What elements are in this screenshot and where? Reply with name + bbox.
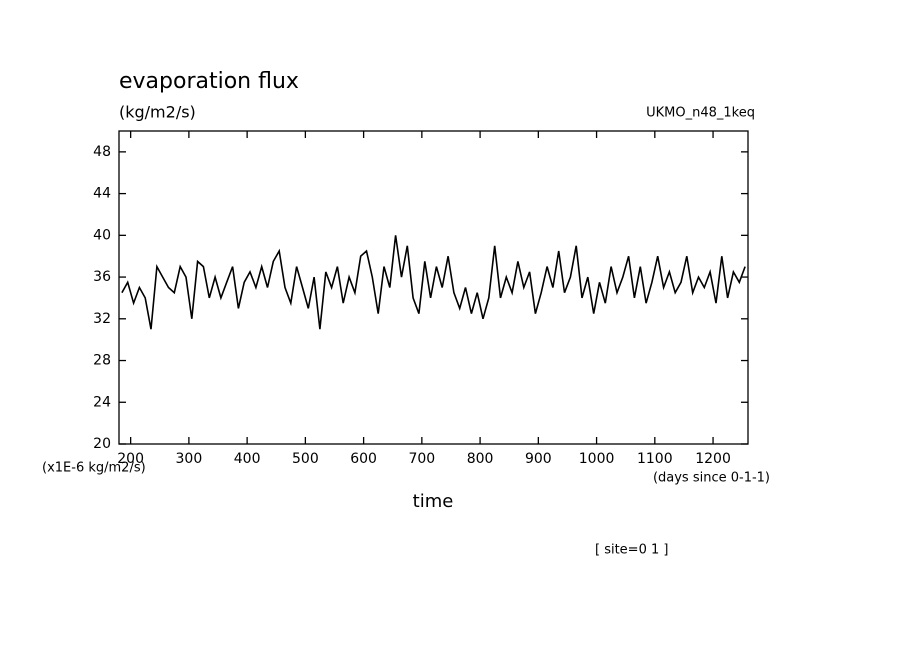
x-axis-label: time <box>413 491 454 512</box>
x-unit-label: (days since 0-1-1) <box>653 471 770 486</box>
y-tick-label: 20 <box>93 436 111 452</box>
y-tick-label: 28 <box>93 353 111 369</box>
data-line <box>121 235 746 330</box>
y-tick-label: 32 <box>93 311 111 327</box>
y-tick-label: 24 <box>93 394 111 410</box>
x-tick-label: 300 <box>176 451 203 467</box>
plot-frame <box>118 130 749 445</box>
model-label: UKMO_n48_1keq <box>646 106 755 121</box>
x-tick-label: 900 <box>525 451 552 467</box>
chart-subtitle: (kg/m2/s) <box>119 103 196 122</box>
x-tick-label: 1100 <box>637 451 673 467</box>
x-tick-label: 400 <box>234 451 261 467</box>
x-tick-label: 200 <box>117 451 144 467</box>
y-tick-label: 44 <box>93 186 111 202</box>
x-tick-label: 700 <box>408 451 435 467</box>
y-unit-label: (x1E-6 kg/m2/s) <box>42 461 146 476</box>
chart-title: evaporation flux <box>119 69 299 94</box>
x-tick-label: 500 <box>292 451 319 467</box>
y-tick-label: 48 <box>93 144 111 160</box>
x-tick-label: 600 <box>350 451 377 467</box>
site-label: [ site=0 1 ] <box>595 543 668 558</box>
y-tick-label: 36 <box>93 269 111 285</box>
x-tick-label: 1200 <box>695 451 731 467</box>
y-tick-label: 40 <box>93 227 111 243</box>
x-tick-label: 800 <box>467 451 494 467</box>
x-tick-label: 1000 <box>579 451 615 467</box>
